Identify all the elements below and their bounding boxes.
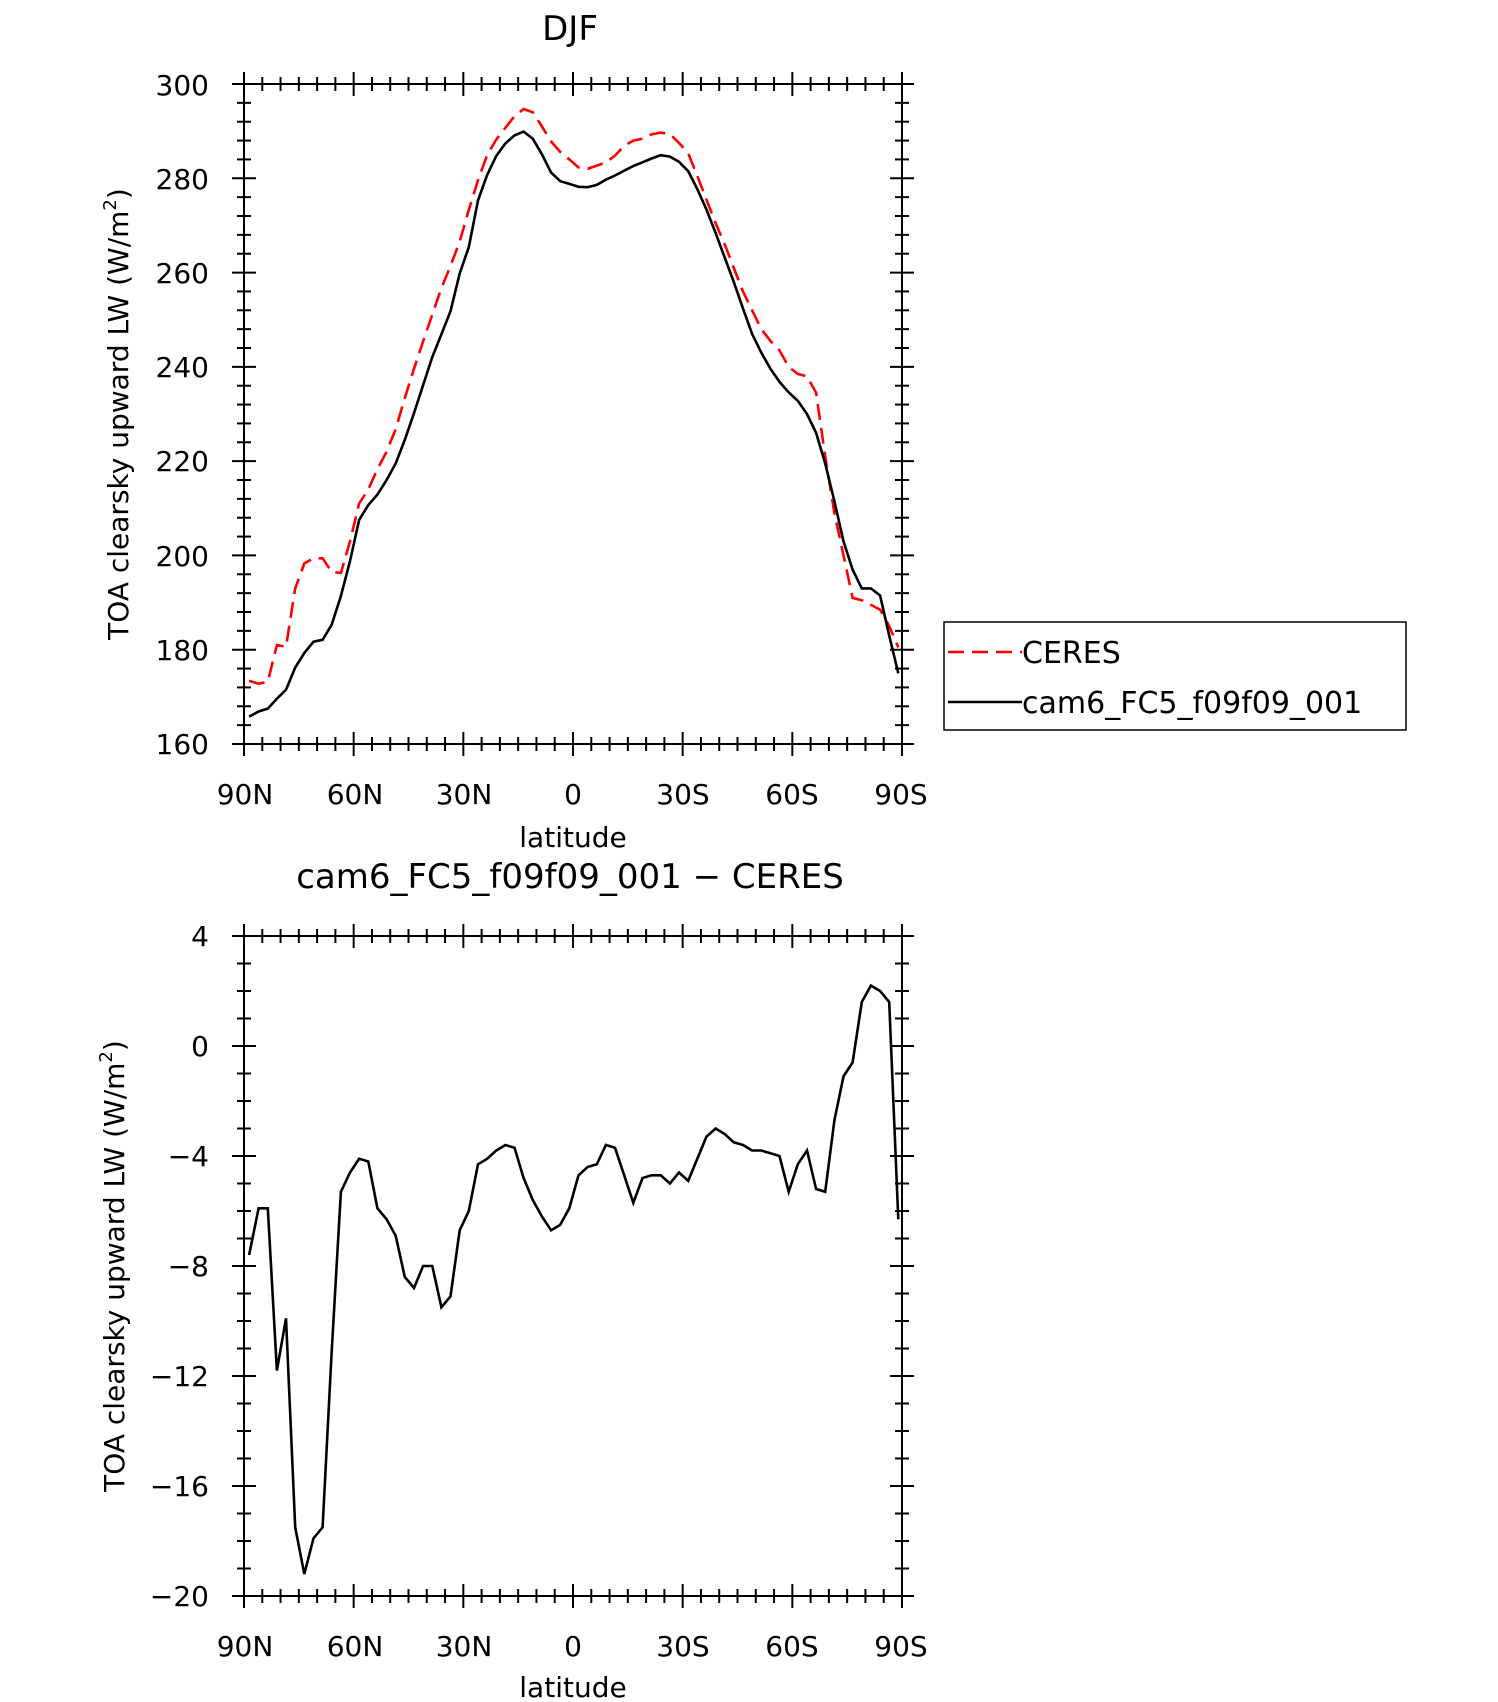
y-axis-title-main: TOA clearsky upward LW (W/m (98, 1063, 131, 1493)
series-line-ceres (248, 107, 900, 686)
panel-1-title: DJF (542, 9, 598, 49)
y-tick-label: 0 (191, 1030, 209, 1063)
panel-1-x-tick-labels: 90N 60N 30N 0 30S 60S 90S (217, 778, 928, 811)
y-axis-title-close: ) (102, 188, 135, 199)
x-tick-label: 90S (874, 1630, 927, 1663)
y-axis-title-main: TOA clearsky upward LW (W/m (102, 211, 135, 641)
x-tick-label: 90N (217, 1630, 274, 1663)
y-tick-label: 300 (156, 69, 209, 102)
x-tick-label: 0 (564, 778, 582, 811)
y-tick-label: 260 (156, 257, 209, 290)
panel-1-x-axis-title: latitude (519, 821, 626, 854)
series-line-model (248, 130, 900, 718)
panel-1-ticks (232, 72, 914, 756)
x-tick-label: 90N (217, 778, 274, 811)
y-tick-label: −8 (168, 1250, 209, 1283)
panel-1-plot-frame (243, 83, 903, 745)
y-tick-label: −4 (168, 1140, 209, 1173)
x-tick-label: 30N (436, 1630, 493, 1663)
y-tick-label: 200 (156, 540, 209, 573)
x-tick-label: 60N (327, 1630, 384, 1663)
x-tick-label: 0 (564, 1630, 582, 1663)
legend-box (943, 621, 1407, 731)
panel-1-y-tick-labels: 160 180 200 220 240 260 280 300 (156, 69, 209, 761)
y-tick-label: 280 (156, 163, 209, 196)
y-tick-label: −20 (150, 1580, 209, 1613)
panel-2-plot-frame (243, 935, 903, 1597)
panel-2-x-tick-labels: 90N 60N 30N 0 30S 60S 90S (217, 1630, 928, 1663)
y-tick-label: 180 (156, 634, 209, 667)
x-tick-label: 30S (656, 1630, 709, 1663)
panel-2-x-axis-title: latitude (519, 1671, 626, 1702)
y-tick-label: 160 (156, 728, 209, 761)
x-tick-label: 60N (327, 778, 384, 811)
y-tick-label: 220 (156, 445, 209, 478)
x-tick-label: 60S (765, 1630, 818, 1663)
legend-label-model: cam6_FC5_f09f09_001 (1022, 686, 1362, 721)
lower-panel: cam6_FC5_f09f09_001 − CERES −20 −16 −12 … (96, 857, 928, 1702)
x-tick-label: 30N (436, 778, 493, 811)
series-line-difference (247, 983, 900, 1575)
x-tick-label: 30S (656, 778, 709, 811)
y-axis-title-superscript: 2 (100, 199, 121, 210)
panel-1-y-axis-title: TOA clearsky upward LW (W/m2) (100, 188, 135, 641)
y-tick-label: 4 (191, 920, 209, 953)
panel-2-title: cam6_FC5_f09f09_001 − CERES (296, 857, 844, 897)
panel-2-y-axis-title: TOA clearsky upward LW (W/m2) (96, 1040, 131, 1493)
y-axis-title-close: ) (98, 1040, 131, 1051)
panel-2-ticks (232, 924, 914, 1608)
panel-2-y-tick-labels: −20 −16 −12 −8 −4 0 4 (150, 920, 209, 1613)
legend-label-ceres: CERES (1022, 636, 1121, 671)
upper-panel: DJF 160 180 200 220 240 260 280 300 90N … (100, 9, 1407, 854)
y-axis-title-superscript: 2 (96, 1051, 117, 1062)
y-tick-label: 240 (156, 351, 209, 384)
x-tick-label: 60S (765, 778, 818, 811)
x-tick-label: 90S (874, 778, 927, 811)
y-tick-label: −16 (150, 1470, 209, 1503)
y-tick-label: −12 (150, 1360, 209, 1393)
legend: CERES cam6_FC5_f09f09_001 (943, 621, 1407, 731)
